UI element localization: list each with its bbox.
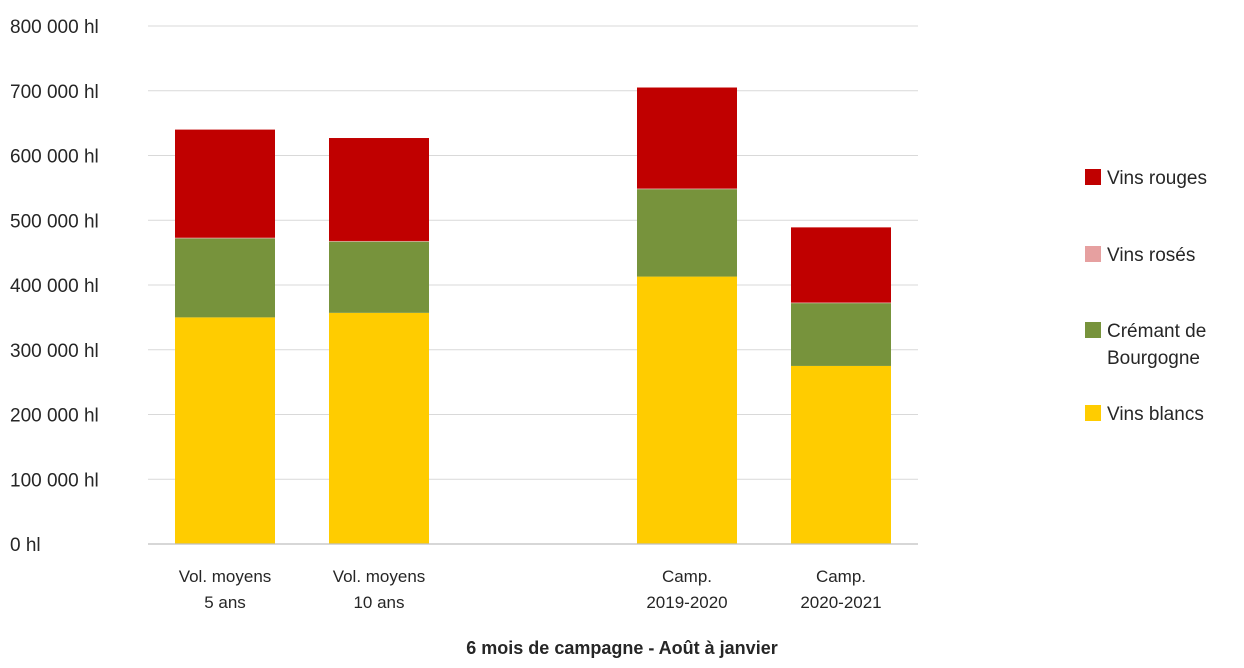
legend: Vins rouges Vins rosés Crémant de Bourgogne…	[1085, 168, 1207, 425]
x-category-label: Vol. moyens	[179, 567, 272, 586]
y-tick-label: 0 hl	[10, 535, 41, 556]
x-category-label: Camp.	[816, 567, 866, 586]
legend-swatch	[1085, 246, 1101, 262]
bar-segment	[175, 317, 275, 544]
bar-segment	[791, 227, 891, 303]
legend-swatch	[1085, 322, 1101, 338]
bar-segment	[175, 129, 275, 238]
legend-swatch	[1085, 405, 1101, 421]
bar-segment	[175, 237, 275, 239]
x-category-label: 2019-2020	[646, 593, 727, 612]
bar-segment	[329, 241, 429, 313]
y-tick-label: 400 000 hl	[10, 276, 99, 297]
legend-label: Crémant de	[1107, 321, 1206, 342]
bar-segment	[637, 189, 737, 277]
legend-swatch	[1085, 169, 1101, 185]
bar-segment	[791, 302, 891, 304]
bar-segment	[791, 303, 891, 366]
y-tick-label: 700 000 hl	[10, 82, 99, 103]
bar-segment	[329, 138, 429, 241]
bar-segment	[637, 188, 737, 190]
x-category-label: Vol. moyens	[333, 567, 426, 586]
y-tick-label: 800 000 hl	[10, 17, 99, 38]
bar-segment	[175, 238, 275, 318]
x-category-label: Camp.	[662, 567, 712, 586]
bar-segment	[329, 312, 429, 544]
bar-segment	[329, 240, 429, 242]
y-tick-label: 300 000 hl	[10, 341, 99, 362]
x-category-label: 2020-2021	[800, 593, 881, 612]
y-tick-label: 100 000 hl	[10, 470, 99, 491]
legend-label: Vins rosés	[1107, 245, 1195, 266]
category-labels: Vol. moyens 5 ans Vol. moyens 10 ans Camp. 20…	[179, 567, 882, 612]
bar-segment	[791, 365, 891, 544]
y-tick-label: 200 000 hl	[10, 406, 99, 427]
y-tick-label: 500 000 hl	[10, 211, 99, 232]
y-axis-tick-labels: 0 hl 100 000 hl 200 000 hl 300 000 hl 400 00…	[10, 17, 99, 556]
bars	[175, 87, 891, 544]
x-category-label: 5 ans	[204, 593, 246, 612]
x-category-label: 10 ans	[353, 593, 404, 612]
bar-segment	[637, 276, 737, 544]
gridlines	[148, 25, 918, 480]
x-axis-title: 6 mois de campagne - Août à janvier	[466, 638, 777, 658]
legend-label: Vins rouges	[1107, 168, 1207, 189]
y-tick-label: 600 000 hl	[10, 147, 99, 168]
legend-label: Bourgogne	[1107, 348, 1200, 369]
legend-label: Vins blancs	[1107, 404, 1204, 425]
bar-segment	[637, 87, 737, 189]
